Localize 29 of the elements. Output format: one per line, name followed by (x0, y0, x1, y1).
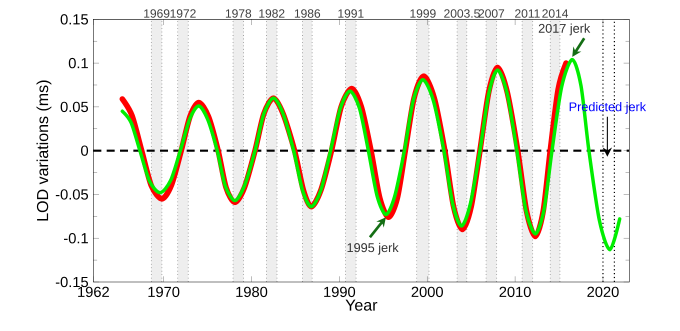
band-label: 2014 (542, 9, 568, 18)
y-tick-label: -0.05 (56, 189, 88, 200)
x-tick-label: 1970 (148, 286, 180, 298)
y-tick-label: -0.1 (64, 233, 88, 244)
band-label: 1991 (338, 9, 364, 18)
x-tick-label: 1962 (78, 286, 109, 298)
y-tick-label: 0.15 (60, 14, 88, 25)
y-tick-label: 0.1 (68, 58, 88, 68)
x-tick-label: 2000 (412, 286, 443, 298)
annotation: 1995 jerk (348, 242, 399, 255)
band-label: 1982 (259, 9, 284, 18)
band-label: 1972 (170, 9, 196, 18)
annotation: 2017 jerk (538, 24, 590, 36)
x-tick-label: 2010 (500, 286, 531, 298)
x-axis-title: Year (346, 300, 378, 311)
band-label: 1986 (294, 9, 320, 18)
x-tick-label: 1990 (324, 286, 356, 298)
y-axis-title: LOD variations (ms) (36, 80, 52, 220)
y-tick-label: 0 (81, 145, 88, 156)
band-label: 1978 (226, 9, 252, 18)
y-tick-label: 0.05 (60, 102, 88, 112)
band-label: 2007 (478, 9, 504, 18)
band-label: 1999 (410, 9, 436, 18)
band-label: 2011 (515, 9, 540, 18)
x-tick-label: 2020 (587, 286, 619, 298)
x-tick-label: 1980 (236, 286, 268, 298)
band-label: 2003.5 (444, 9, 480, 18)
y-tick-label: -0.15 (56, 276, 88, 288)
band-label: 1969 (144, 9, 170, 18)
